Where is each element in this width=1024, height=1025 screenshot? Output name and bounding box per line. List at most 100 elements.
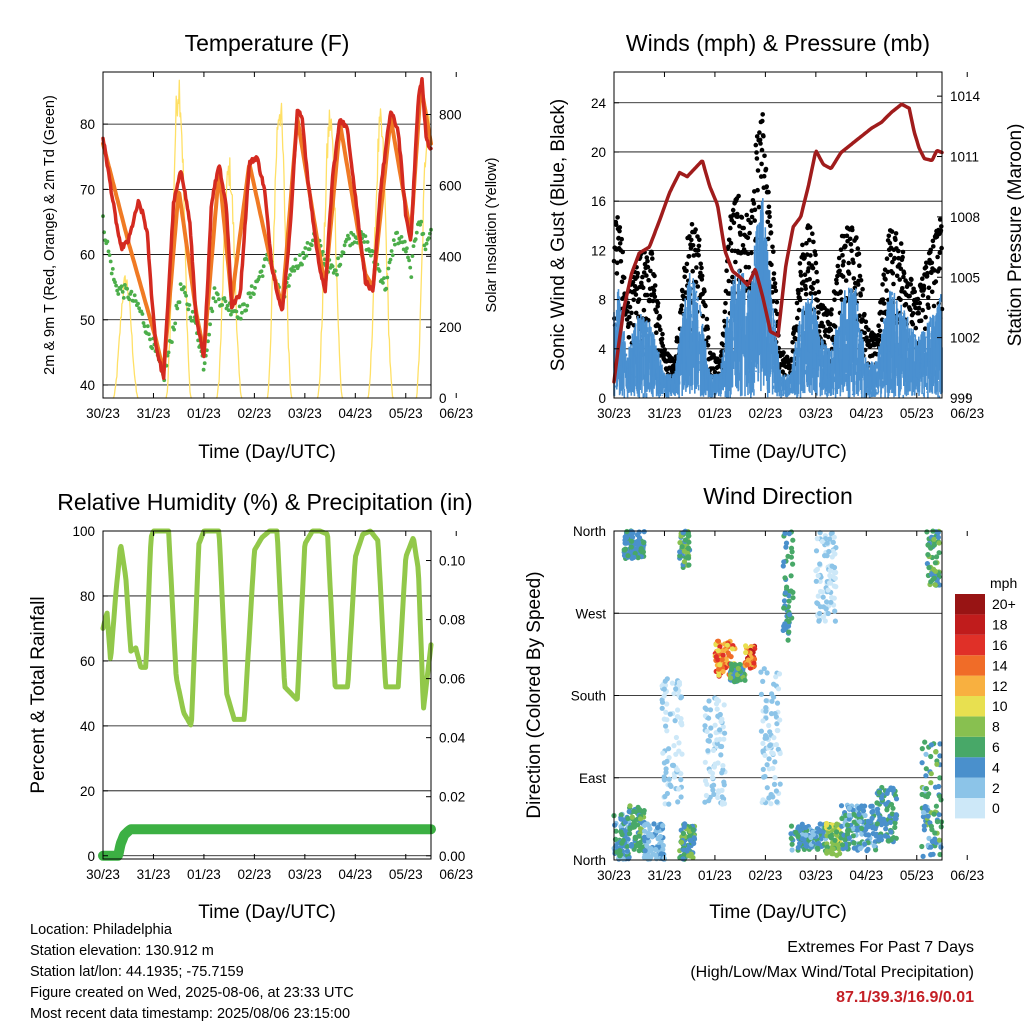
gust-point [893, 237, 898, 243]
direction-point [681, 559, 688, 565]
gust-point [728, 240, 734, 246]
insolation-day-curve [316, 109, 344, 399]
direction-point [893, 812, 899, 818]
dewpoint-point [240, 310, 244, 315]
gust-point [689, 237, 694, 243]
gust-point [807, 237, 812, 243]
gust-point [684, 268, 689, 274]
direction-point [614, 849, 620, 855]
humidity-axes: 0 20 40 60 80 100 0.00 0.02 0.04 0.06 0.08 0.10 30/2… [72, 524, 473, 882]
direction-point [873, 847, 879, 853]
direction-point [874, 821, 880, 827]
direction-point [679, 544, 685, 550]
direction-point [768, 791, 774, 798]
direction-point [937, 793, 943, 799]
direction-point [876, 789, 882, 795]
gust-point [857, 263, 862, 269]
dewpoint-point [391, 238, 396, 243]
direction-point [933, 803, 940, 809]
dewpoint-point [253, 286, 257, 290]
direction-point [934, 554, 940, 560]
speed-legend-swatch [955, 675, 985, 696]
direction-point [675, 707, 681, 713]
gust-point [746, 265, 752, 270]
direction-point [681, 824, 687, 830]
dewpoint-point [347, 236, 351, 241]
speed-legend-swatch [955, 634, 985, 656]
direction-point [928, 823, 935, 829]
direction-tick-label: North [573, 853, 606, 868]
gust-point [767, 214, 772, 219]
x-tick-label: 01/23 [187, 867, 221, 882]
dewpoint-point [365, 240, 370, 244]
gust-point [733, 259, 738, 265]
gust-point [840, 274, 846, 279]
gust-point [631, 297, 636, 303]
gust-point [935, 254, 940, 260]
dewpoint-point [409, 275, 414, 279]
direction-point [862, 812, 868, 819]
direction-point [751, 660, 757, 666]
dewpoint-point [108, 259, 113, 264]
dewpoint-point [215, 292, 220, 297]
direction-point [670, 762, 677, 769]
gust-point [635, 270, 640, 276]
direction-point [816, 618, 822, 624]
direction-point [803, 843, 810, 849]
dewpoint-point [121, 296, 126, 300]
speed-legend-swatch [955, 798, 985, 819]
dewpoint-point [186, 307, 191, 312]
y-tick-label: 20 [591, 145, 606, 160]
direction-point [690, 827, 696, 833]
direction-point [648, 831, 654, 838]
direction-xlabel: Time (Day/UTC) [709, 902, 847, 923]
gust-point [657, 314, 663, 320]
direction-point [781, 559, 787, 565]
direction-point [710, 787, 716, 793]
x-tick-label: 04/23 [849, 406, 883, 421]
direction-point [678, 794, 684, 800]
direction-point [715, 638, 722, 644]
gust-point [894, 273, 900, 279]
gust-point [627, 314, 632, 320]
direction-point [676, 786, 682, 792]
direction-point [767, 742, 774, 748]
direction-point [664, 717, 670, 723]
gust-point [766, 189, 771, 195]
gust-point [916, 305, 922, 311]
gust-point [617, 241, 623, 246]
gust-point [847, 236, 853, 242]
x-tick-label: 04/23 [338, 406, 372, 421]
gust-point [759, 161, 764, 167]
direction-point [666, 801, 672, 807]
direction-point [797, 840, 803, 847]
x-tick-label: 05/23 [900, 868, 934, 883]
direction-point [772, 775, 778, 781]
direction-point [817, 561, 823, 567]
dewpoint-point [247, 291, 252, 296]
speed-legend-label: 14 [992, 657, 1008, 673]
dewpoint-point [342, 243, 347, 248]
gust-point [621, 275, 627, 281]
direction-point [745, 657, 752, 663]
dewpoint-point [206, 339, 210, 344]
dewpoint-point [300, 262, 304, 267]
gust-point [755, 168, 761, 173]
gust-point [926, 285, 932, 291]
direction-point [720, 763, 726, 769]
gust-point [705, 343, 711, 348]
gust-point [834, 280, 839, 286]
direction-point [788, 554, 795, 560]
dewpoint-point [133, 299, 138, 303]
direction-point [863, 832, 869, 838]
direction-point [875, 806, 881, 812]
direction-point [777, 750, 783, 757]
dewpoint-point [261, 264, 266, 269]
direction-point [928, 852, 934, 858]
gust-point [629, 310, 634, 316]
direction-point [846, 827, 852, 833]
dewpoint-point [384, 286, 389, 291]
gust-point [771, 276, 776, 282]
dewpoint-point [291, 265, 296, 269]
direction-point [707, 733, 714, 739]
